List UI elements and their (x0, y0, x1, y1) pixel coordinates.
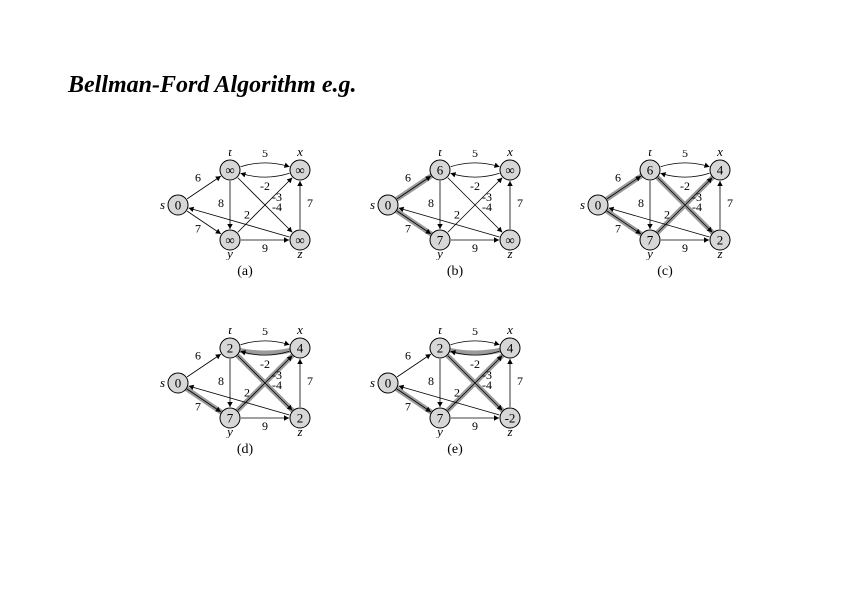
svg-text:9: 9 (262, 241, 268, 255)
panel-d: 6785-2-4-39720s2t4x7y2z(d) (160, 328, 330, 458)
svg-text:y: y (225, 246, 233, 260)
svg-text:∞: ∞ (225, 163, 234, 178)
panel-caption: (c) (657, 264, 673, 280)
svg-text:5: 5 (262, 150, 268, 160)
svg-text:8: 8 (638, 196, 644, 210)
svg-text:x: x (296, 328, 303, 337)
svg-text:-3: -3 (272, 368, 282, 382)
svg-text:z: z (716, 246, 722, 260)
svg-text:-2: -2 (680, 179, 690, 193)
svg-text:x: x (506, 328, 513, 337)
svg-text:y: y (225, 424, 233, 438)
svg-text:2: 2 (244, 208, 250, 222)
svg-text:0: 0 (175, 376, 182, 391)
svg-text:5: 5 (472, 328, 478, 338)
svg-text:s: s (160, 375, 165, 390)
svg-text:8: 8 (218, 374, 224, 388)
panel-caption: (e) (447, 442, 463, 458)
svg-text:6: 6 (405, 171, 411, 185)
svg-text:7: 7 (405, 400, 411, 414)
svg-text:t: t (228, 328, 232, 337)
svg-text:0: 0 (175, 198, 182, 213)
svg-text:∞: ∞ (505, 163, 514, 178)
svg-text:9: 9 (472, 241, 478, 255)
svg-text:7: 7 (517, 374, 523, 388)
svg-text:t: t (438, 328, 442, 337)
svg-text:2: 2 (437, 341, 444, 356)
svg-text:7: 7 (405, 222, 411, 236)
svg-text:-2: -2 (260, 357, 270, 371)
svg-text:6: 6 (405, 349, 411, 363)
svg-text:t: t (648, 150, 652, 159)
panel-caption: (b) (447, 264, 463, 280)
svg-text:7: 7 (307, 196, 313, 210)
svg-text:z: z (506, 246, 512, 260)
svg-text:8: 8 (218, 196, 224, 210)
panel-caption: (a) (237, 264, 253, 280)
svg-text:9: 9 (682, 241, 688, 255)
svg-text:4: 4 (507, 341, 514, 356)
svg-text:6: 6 (647, 163, 654, 178)
svg-text:0: 0 (385, 376, 392, 391)
svg-text:-2: -2 (260, 179, 270, 193)
svg-text:2: 2 (227, 341, 234, 356)
svg-text:7: 7 (517, 196, 523, 210)
svg-text:2: 2 (664, 208, 670, 222)
svg-text:x: x (506, 150, 513, 159)
svg-text:-3: -3 (482, 190, 492, 204)
panel-caption: (d) (237, 442, 253, 458)
svg-text:s: s (580, 197, 585, 212)
svg-text:6: 6 (437, 163, 444, 178)
svg-text:t: t (438, 150, 442, 159)
panel-b: 6785-2-4-39720s6t∞x7y∞z(b) (370, 150, 540, 280)
svg-text:6: 6 (195, 171, 201, 185)
svg-text:2: 2 (244, 386, 250, 400)
svg-text:y: y (435, 246, 443, 260)
svg-text:5: 5 (262, 328, 268, 338)
svg-text:7: 7 (195, 222, 201, 236)
svg-text:z: z (296, 246, 302, 260)
svg-text:-2: -2 (470, 357, 480, 371)
svg-text:z: z (296, 424, 302, 438)
svg-text:-3: -3 (692, 190, 702, 204)
svg-text:8: 8 (428, 196, 434, 210)
svg-text:7: 7 (195, 400, 201, 414)
svg-text:-3: -3 (272, 190, 282, 204)
svg-text:0: 0 (595, 198, 602, 213)
svg-text:7: 7 (727, 196, 733, 210)
svg-text:8: 8 (428, 374, 434, 388)
svg-text:9: 9 (262, 419, 268, 433)
svg-text:∞: ∞ (295, 163, 304, 178)
svg-text:x: x (296, 150, 303, 159)
svg-text:t: t (228, 150, 232, 159)
svg-text:y: y (645, 246, 653, 260)
panel-e: 6785-2-4-39720s2t4x7y-2z(e) (370, 328, 540, 458)
svg-text:s: s (370, 375, 375, 390)
svg-text:7: 7 (615, 222, 621, 236)
svg-text:-2: -2 (470, 179, 480, 193)
svg-text:5: 5 (682, 150, 688, 160)
svg-text:s: s (370, 197, 375, 212)
panel-grid: 6785-2-4-39720s∞t∞x∞y∞z(a)6785-2-4-39720… (160, 150, 780, 458)
panel-a: 6785-2-4-39720s∞t∞x∞y∞z(a) (160, 150, 330, 280)
svg-text:4: 4 (717, 163, 724, 178)
svg-text:0: 0 (385, 198, 392, 213)
svg-text:5: 5 (472, 150, 478, 160)
svg-text:y: y (435, 424, 443, 438)
svg-text:7: 7 (307, 374, 313, 388)
page-title: Bellman-Ford Algorithm e.g. (68, 72, 356, 99)
svg-text:s: s (160, 197, 165, 212)
svg-text:6: 6 (195, 349, 201, 363)
panel-c: 6785-2-4-39720s6t4x7y2z(c) (580, 150, 750, 280)
svg-text:-3: -3 (482, 368, 492, 382)
svg-text:9: 9 (472, 419, 478, 433)
svg-text:2: 2 (454, 386, 460, 400)
svg-text:x: x (716, 150, 723, 159)
svg-text:2: 2 (454, 208, 460, 222)
svg-text:4: 4 (297, 341, 304, 356)
svg-text:6: 6 (615, 171, 621, 185)
svg-text:z: z (506, 424, 512, 438)
